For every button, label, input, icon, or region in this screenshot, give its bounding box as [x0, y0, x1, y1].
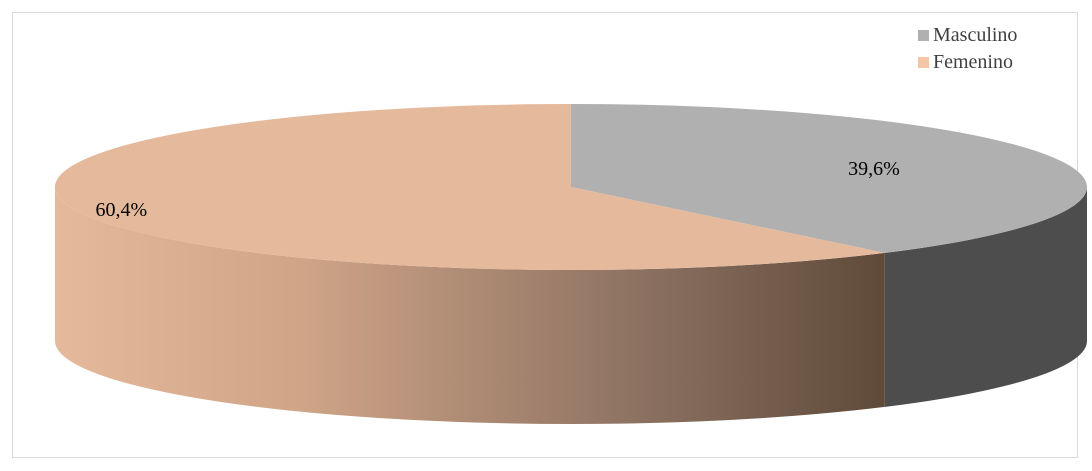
chart-legend: Masculino Femenino [918, 22, 1017, 76]
pie-slice-masculino [571, 104, 1087, 253]
legend-item-masculino: Masculino [918, 22, 1017, 49]
legend-item-femenino: Femenino [918, 49, 1017, 76]
legend-label-masculino: Masculino [933, 24, 1018, 46]
data-label-femenino: 60,4% [96, 199, 148, 221]
pie-side-femenino [55, 187, 885, 424]
pie-side-masculino [884, 187, 1087, 407]
legend-label-femenino: Femenino [933, 51, 1013, 73]
legend-swatch-masculino [918, 30, 929, 41]
pie-slice-femenino [54, 103, 885, 270]
data-label-masculino: 39,6% [848, 158, 900, 180]
legend-swatch-femenino [918, 57, 929, 68]
